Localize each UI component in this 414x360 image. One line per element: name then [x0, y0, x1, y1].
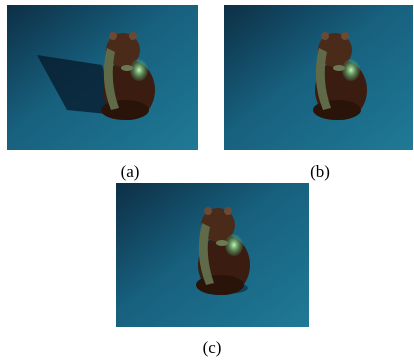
caption: (a)	[121, 163, 140, 180]
photo-b	[224, 5, 413, 150]
figure: (a) (b) (c)	[0, 0, 414, 360]
caption: (c)	[203, 339, 222, 356]
caption: (b)	[310, 163, 330, 180]
photo-a	[7, 5, 198, 150]
photo-c	[116, 183, 309, 327]
